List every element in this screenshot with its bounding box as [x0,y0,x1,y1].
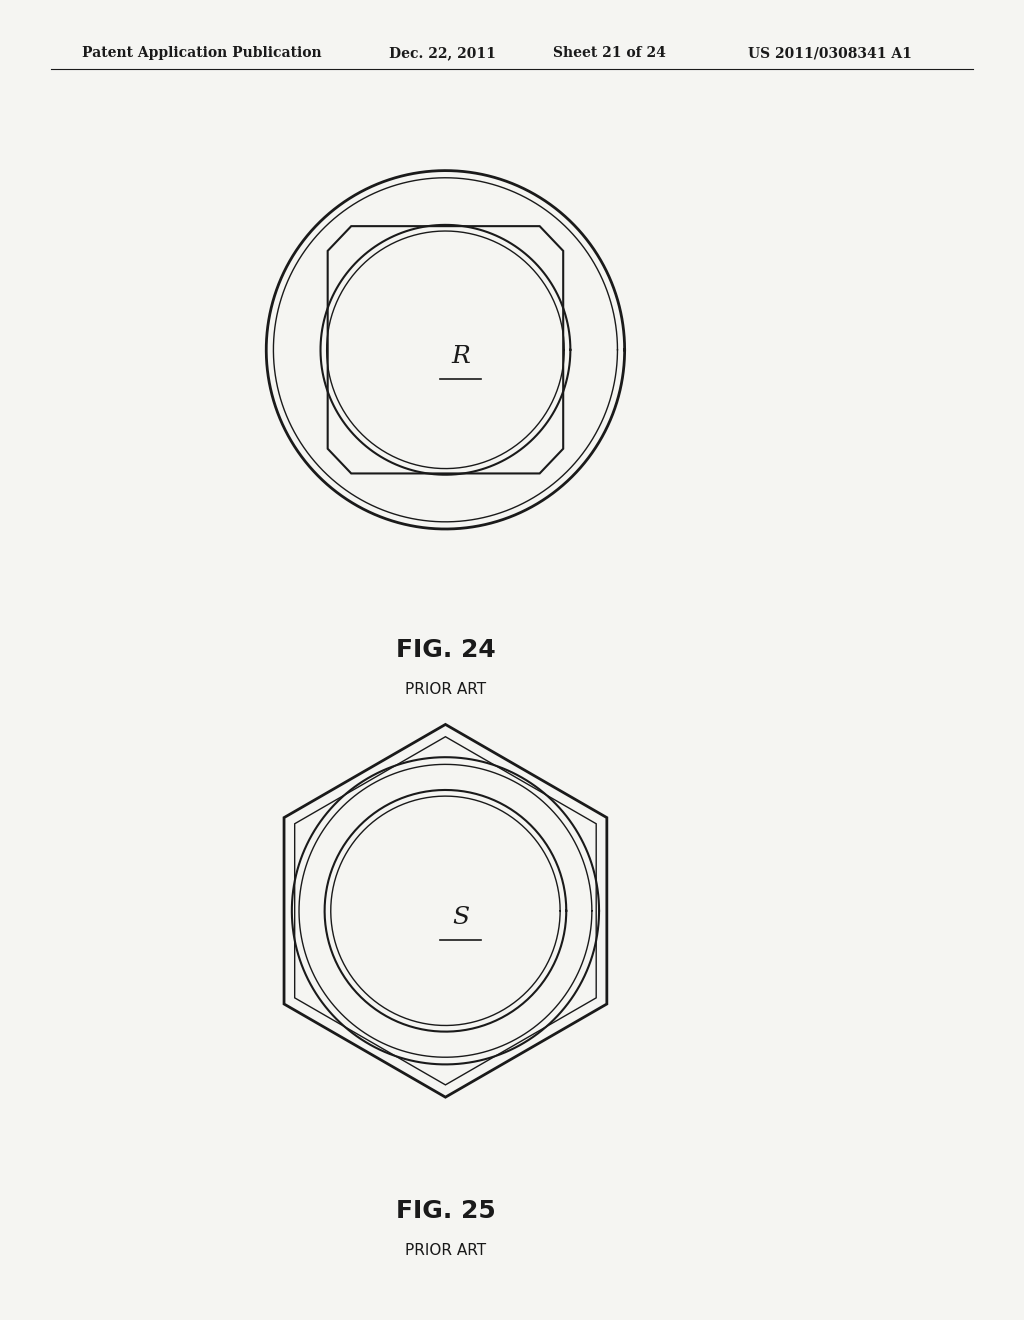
Text: FIG. 24: FIG. 24 [395,638,496,661]
Text: Sheet 21 of 24: Sheet 21 of 24 [553,46,666,61]
Text: US 2011/0308341 A1: US 2011/0308341 A1 [748,46,911,61]
Text: S: S [453,906,469,929]
Text: R: R [452,345,470,368]
Text: Dec. 22, 2011: Dec. 22, 2011 [389,46,496,61]
Text: PRIOR ART: PRIOR ART [404,1243,486,1258]
Text: Patent Application Publication: Patent Application Publication [82,46,322,61]
Text: FIG. 25: FIG. 25 [395,1199,496,1222]
Text: PRIOR ART: PRIOR ART [404,682,486,697]
